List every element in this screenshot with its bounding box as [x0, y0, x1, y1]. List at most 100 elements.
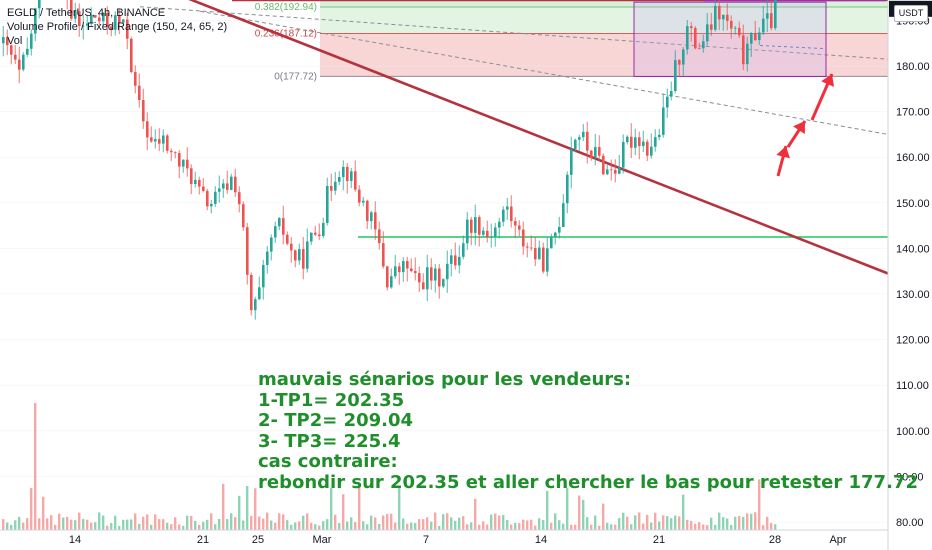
volume-bar: [314, 524, 317, 530]
price-tick-label: 160.00: [896, 152, 930, 164]
volume-bar: [530, 519, 533, 530]
volume-bar: [410, 522, 413, 530]
currency-badge[interactable]: USDT: [894, 5, 928, 22]
volume-bar: [234, 517, 237, 530]
volume-bar: [118, 525, 121, 530]
volume-bar: [66, 516, 69, 530]
candle: [646, 139, 649, 162]
price-tick-label: 180.00: [896, 61, 930, 73]
arrow-head: [776, 146, 790, 159]
candle-body: [478, 217, 481, 235]
candle: [566, 171, 569, 214]
volume-bar: [114, 515, 117, 530]
time-axis[interactable]: 14 21 25 Mar 7 14 21 28 Apr: [0, 529, 888, 546]
fibonacci-retracement[interactable]: 1.618(242.30)1(217.57)0.786(209.04)0.618…: [255, 0, 888, 82]
volume-bar: [770, 523, 773, 530]
candle: [214, 186, 217, 207]
candle-body: [70, 0, 73, 19]
candle: [594, 133, 597, 166]
time-tick-label: Apr: [829, 534, 846, 546]
candle: [134, 65, 137, 94]
time-tick-label: 28: [769, 534, 781, 546]
candle: [394, 254, 397, 279]
target-arrows[interactable]: [776, 73, 835, 177]
candle-body: [334, 181, 337, 191]
volume-bar: [18, 516, 21, 530]
horizontal-levels[interactable]: [0, 0, 889, 238]
volume-bar: [186, 515, 189, 530]
candle: [558, 216, 561, 239]
candle-body: [590, 150, 593, 158]
volume-bar: [710, 517, 713, 530]
volume-bar: [478, 524, 481, 530]
volume-bar: [426, 517, 429, 530]
candle-body: [330, 185, 333, 191]
candle: [206, 188, 209, 211]
candle-body: [646, 141, 649, 156]
candle-body: [274, 226, 277, 238]
volume-bar: [126, 519, 129, 530]
candle: [766, 0, 769, 33]
candle: [6, 29, 9, 56]
candle: [174, 151, 177, 159]
volume-bar: [618, 518, 621, 530]
candle-body: [346, 166, 349, 181]
price-tick-label: 80.00: [896, 517, 924, 529]
volume-bar: [190, 515, 193, 530]
lower-trendline: [188, 0, 889, 275]
candle-body: [758, 32, 761, 41]
candle: [90, 7, 93, 27]
consolidation-boxes[interactable]: [633, 0, 886, 77]
candle: [482, 227, 485, 238]
volume-bar: [342, 494, 345, 530]
volume-bar: [682, 494, 685, 530]
volume-bar: [106, 525, 109, 530]
candle: [602, 153, 605, 176]
volume-bar: [226, 519, 229, 530]
candle-body: [774, 0, 777, 29]
candle: [266, 246, 269, 274]
candle-body: [154, 139, 157, 142]
candle-body: [678, 60, 681, 65]
candle-body: [114, 15, 117, 30]
candle-body: [630, 136, 633, 148]
volume-bar: [346, 521, 349, 530]
volume-bar: [206, 519, 209, 530]
candle-body: [386, 266, 389, 288]
price-axis[interactable]: 80.00 90.00 100.00 110.00 120.00 130.00 140.00…: [887, 0, 932, 550]
volume-bar: [590, 524, 593, 530]
candle: [34, 7, 37, 42]
candle-body: [106, 13, 109, 27]
candle-body: [366, 200, 369, 222]
axis-background: [888, 0, 932, 550]
volume-bar: [446, 513, 449, 530]
candle-body: [450, 255, 453, 264]
candle-body: [30, 33, 33, 49]
candle: [590, 149, 593, 161]
price-tick-label: 150.00: [896, 198, 930, 210]
volume-bar: [54, 524, 57, 530]
fib-band: [320, 0, 888, 7]
trendlines[interactable]: [0, 0, 889, 275]
candle-body: [250, 274, 253, 311]
candle-body: [350, 171, 353, 181]
volume-bar: [366, 524, 369, 530]
candle: [218, 175, 221, 203]
candle: [486, 220, 489, 243]
volume-bar: [746, 513, 749, 530]
projection-line: [139, 6, 889, 60]
volume-bar: [86, 519, 89, 530]
volume-bar: [302, 515, 305, 530]
volume-bar: [434, 512, 437, 530]
candle-body: [22, 54, 25, 70]
candle-body: [626, 136, 629, 142]
volume-bar: [150, 524, 153, 530]
volume-bar: [338, 523, 341, 530]
candle-body: [618, 167, 621, 174]
candle-body: [194, 179, 197, 185]
candle: [746, 36, 749, 72]
candle: [570, 136, 573, 189]
candle-body: [218, 188, 221, 192]
candle-body: [714, 5, 717, 30]
